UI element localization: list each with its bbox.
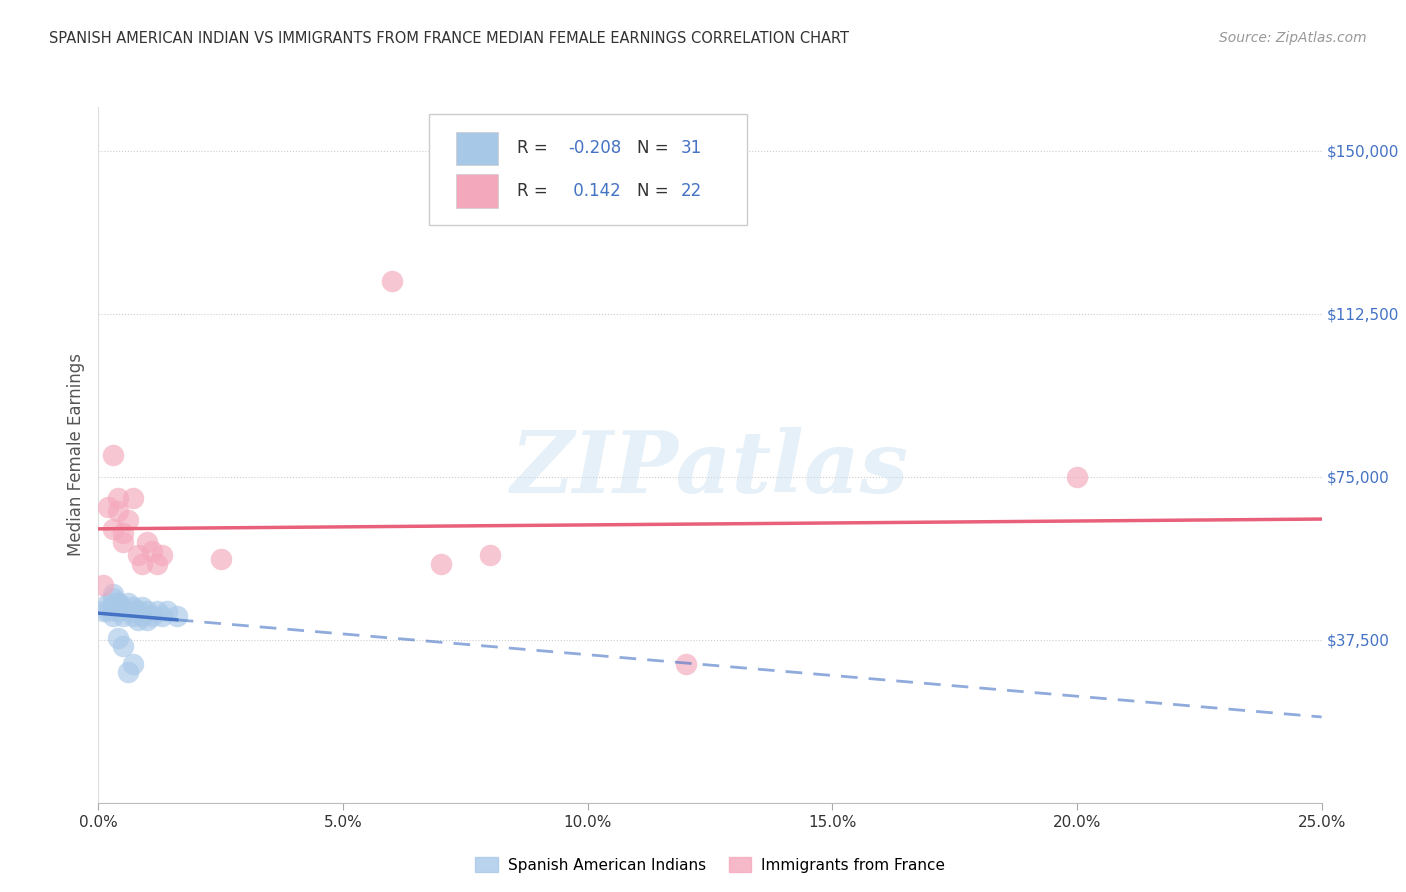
Point [136, 613, 159, 627]
Point [430, 557, 453, 571]
Point [111, 608, 134, 623]
Text: N =: N = [637, 182, 673, 200]
Point [121, 608, 143, 623]
Text: 31: 31 [681, 139, 702, 157]
Point [111, 526, 134, 541]
Point [91, 605, 114, 619]
Point [107, 596, 129, 610]
Point [101, 608, 124, 623]
Text: 0.142: 0.142 [568, 182, 621, 200]
Text: ZIPatlas: ZIPatlas [510, 427, 910, 510]
Point [121, 491, 143, 506]
Point [91, 578, 114, 592]
Point [117, 596, 139, 610]
Point [101, 522, 124, 536]
Point [101, 587, 124, 601]
Point [107, 596, 129, 610]
Point [146, 557, 169, 571]
Point [101, 448, 124, 462]
Point [97, 500, 120, 514]
Legend: Spanish American Indians, Immigrants from France: Spanish American Indians, Immigrants fro… [470, 850, 950, 879]
Point [131, 608, 153, 623]
Point [107, 491, 129, 506]
Point [136, 535, 159, 549]
Text: R =: R = [517, 182, 553, 200]
Point [136, 605, 159, 619]
Text: 22: 22 [681, 182, 702, 200]
Point [107, 504, 129, 518]
Y-axis label: Median Female Earnings: Median Female Earnings [66, 353, 84, 557]
Point [141, 543, 163, 558]
FancyBboxPatch shape [456, 131, 498, 165]
Text: Source: ZipAtlas.com: Source: ZipAtlas.com [1219, 31, 1367, 45]
Point [127, 548, 149, 562]
Point [107, 631, 129, 645]
Point [141, 608, 163, 623]
Point [675, 657, 697, 671]
Point [131, 600, 153, 615]
Point [117, 513, 139, 527]
Point [150, 608, 173, 623]
Point [209, 552, 232, 566]
Point [121, 657, 143, 671]
Point [107, 605, 129, 619]
Point [150, 548, 173, 562]
Point [101, 600, 124, 615]
Point [121, 600, 143, 615]
Point [117, 665, 139, 680]
Text: -0.208: -0.208 [568, 139, 621, 157]
Point [166, 608, 188, 623]
Point [117, 605, 139, 619]
Point [381, 274, 404, 288]
Point [111, 639, 134, 653]
Point [146, 605, 169, 619]
Point [111, 600, 134, 615]
Point [111, 535, 134, 549]
Point [97, 605, 120, 619]
Point [156, 605, 179, 619]
Point [101, 591, 124, 606]
Text: N =: N = [637, 139, 673, 157]
Text: R =: R = [517, 139, 553, 157]
FancyBboxPatch shape [429, 114, 747, 226]
FancyBboxPatch shape [456, 175, 498, 208]
Point [1066, 469, 1088, 483]
Point [478, 548, 501, 562]
Point [127, 605, 149, 619]
Point [127, 613, 149, 627]
Point [97, 596, 120, 610]
Point [131, 557, 153, 571]
Text: SPANISH AMERICAN INDIAN VS IMMIGRANTS FROM FRANCE MEDIAN FEMALE EARNINGS CORRELA: SPANISH AMERICAN INDIAN VS IMMIGRANTS FR… [49, 31, 849, 46]
